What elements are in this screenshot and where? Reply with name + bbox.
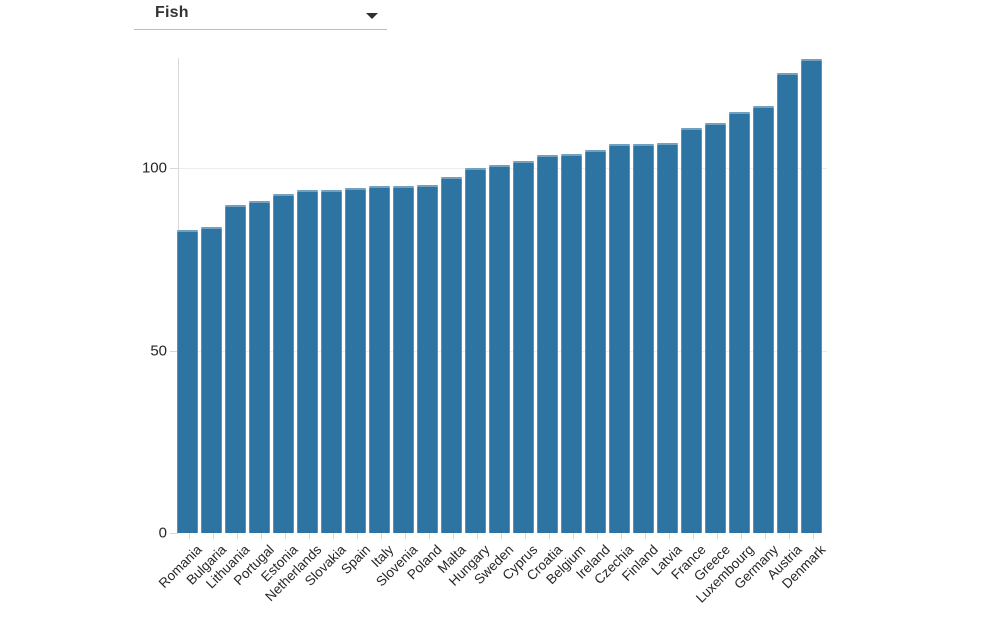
y-tick-label: 100 [141,159,167,177]
bar-denmark[interactable] [801,58,823,533]
bar-croatia[interactable] [537,155,559,533]
bar-slovakia[interactable] [321,190,343,533]
y-axis-tick [170,168,178,170]
x-axis-tick [693,533,695,539]
x-axis-tick [621,533,623,539]
bar-hungary[interactable] [465,168,487,533]
bar-finland[interactable] [633,144,655,533]
bar-spain[interactable] [345,188,367,533]
bar-cyprus[interactable] [513,160,535,533]
x-axis-tick [813,533,815,539]
series-dropdown[interactable]: Fish [134,0,387,30]
x-axis-tick [357,533,359,539]
x-axis-tick [501,533,503,539]
y-axis-tick [170,533,178,534]
x-axis-tick [453,533,455,539]
x-axis-tick [597,533,599,539]
bar-latvia[interactable] [657,142,679,533]
x-axis-tick [789,533,791,539]
bar-netherlands[interactable] [297,190,319,533]
bar-poland[interactable] [417,184,439,533]
x-axis-tick [669,533,671,539]
bar-ireland[interactable] [585,149,607,533]
x-axis-tick [525,533,527,539]
bar-czechia[interactable] [609,144,631,533]
x-axis-tick [549,533,551,539]
bar-portugal[interactable] [249,201,271,533]
bar-slovenia[interactable] [393,186,415,533]
x-axis-tick [213,533,215,539]
bar-germany[interactable] [753,106,775,533]
x-axis-tick [261,533,263,539]
x-axis-tick [309,533,311,539]
x-axis-tick [429,533,431,539]
bar-sweden[interactable] [489,164,511,533]
series-dropdown-value: Fish [155,4,189,21]
y-axis-tick [170,350,178,352]
bar-romania[interactable] [177,230,199,533]
bar-estonia[interactable] [273,193,295,533]
caret-down-icon [366,13,378,19]
bar-bulgaria[interactable] [201,226,223,533]
x-axis-tick [381,533,383,539]
x-axis-tick [237,533,239,539]
bar-italy[interactable] [369,186,391,533]
bar-luxembourg[interactable] [729,111,751,533]
x-axis-tick [645,533,647,539]
x-axis-tick [573,533,575,539]
y-tick-label: 50 [150,342,167,360]
x-axis-tick [477,533,479,539]
bar-greece[interactable] [705,122,727,533]
x-axis-tick [285,533,287,539]
x-axis-tick [189,533,191,539]
x-axis-tick [717,533,719,539]
bar-lithuania[interactable] [225,204,247,533]
x-axis-tick [333,533,335,539]
bar-belgium[interactable] [561,153,583,533]
bar-malta[interactable] [441,177,463,533]
x-axis-tick [765,533,767,539]
bar-france[interactable] [681,128,703,533]
bar-austria[interactable] [777,73,799,533]
x-axis-tick [405,533,407,539]
x-axis-tick [741,533,743,539]
y-tick-label: 0 [158,524,167,542]
